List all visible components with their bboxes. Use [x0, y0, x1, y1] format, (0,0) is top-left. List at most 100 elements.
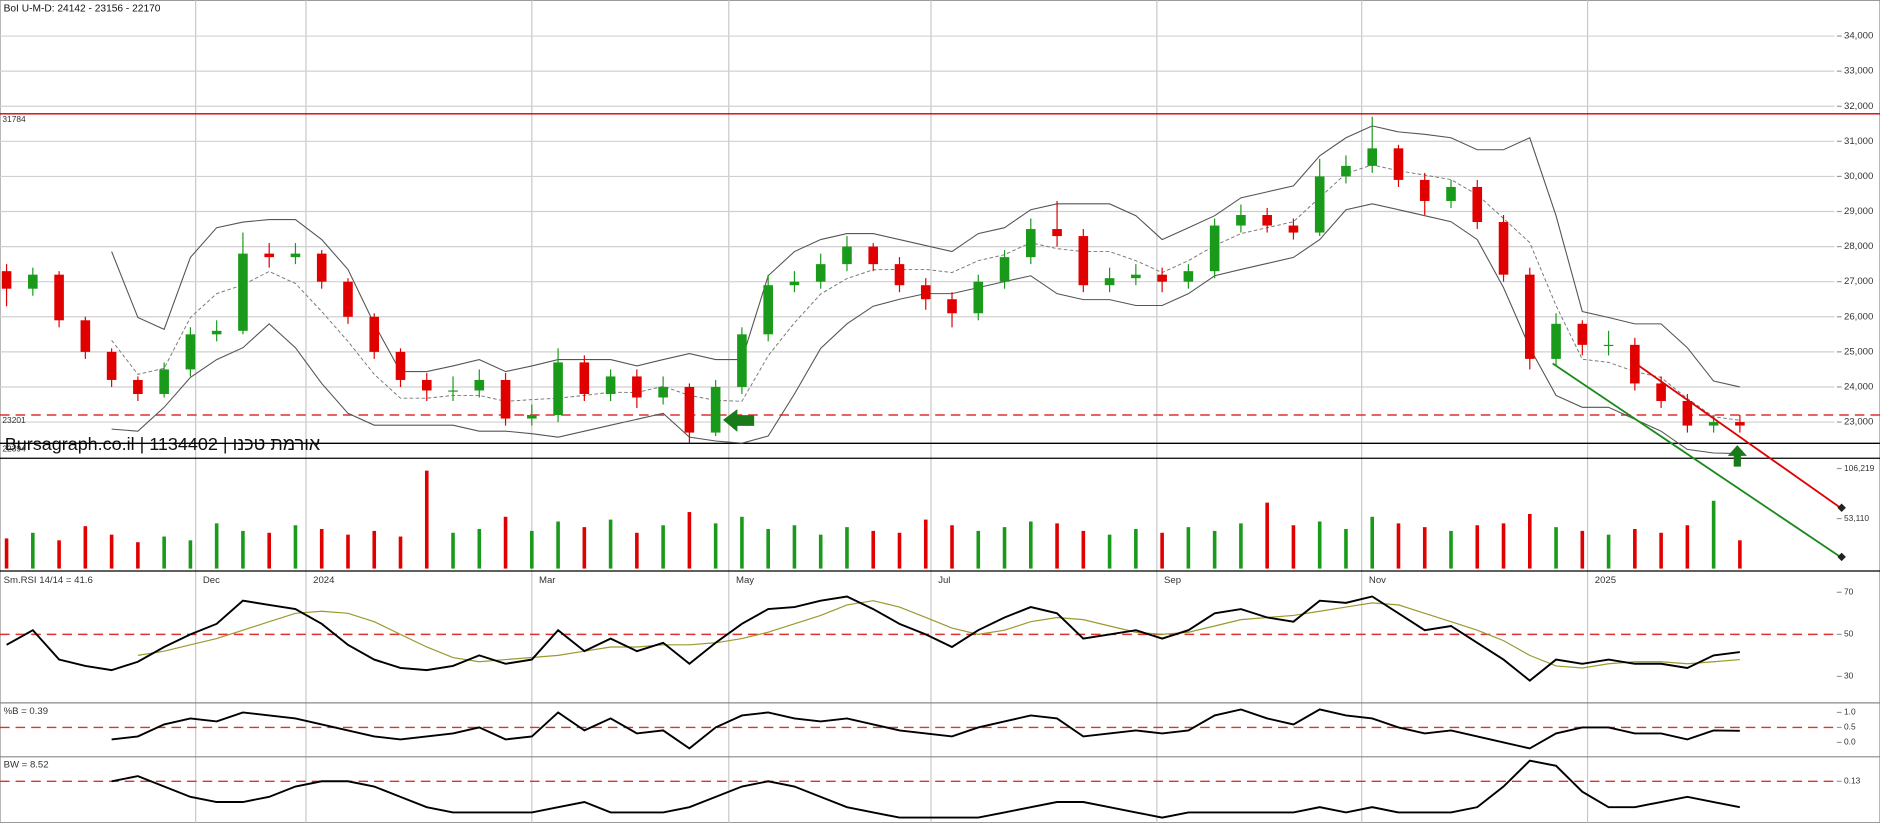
candle-body: [211, 330, 222, 335]
candle-body: [1288, 225, 1299, 233]
y-tick-label: 53,110: [1844, 513, 1869, 523]
candle-body: [658, 386, 668, 398]
trend-line: [1630, 359, 1843, 510]
marks-layer: 31784 23201 22394 Sm.RSI 14/14 = 41.6 %B = 0…: [0, 113, 1880, 819]
candle-body: [1, 271, 12, 289]
candle-body: [789, 281, 800, 286]
volume-bar: [661, 525, 665, 569]
volume-bar: [1186, 527, 1191, 569]
volume-bar: [1711, 500, 1716, 569]
candle-body: [710, 386, 721, 433]
volume-bar: [1107, 534, 1112, 569]
candle-body: [1682, 401, 1693, 426]
indicator-line: [6, 595, 1740, 682]
candle-body: [1708, 422, 1719, 426]
y-tick-label: 30: [1844, 671, 1854, 681]
candle-body: [973, 281, 984, 314]
candle-body: [1551, 323, 1561, 359]
volume-bar: [740, 516, 744, 569]
candle-body: [1735, 422, 1745, 426]
volume-bar: [1554, 527, 1558, 569]
candle-body: [605, 376, 616, 394]
candle-body: [815, 264, 826, 282]
volume-bar: [1449, 530, 1453, 569]
candle-body: [1209, 225, 1220, 272]
x-tick-label: May: [736, 575, 754, 586]
volume-bar: [1396, 523, 1401, 569]
candle-body: [1236, 215, 1246, 226]
volume-bar: [1002, 527, 1007, 569]
candle-body: [395, 351, 406, 380]
volume-bar: [713, 523, 718, 569]
candle-body: [1078, 236, 1089, 286]
indicator-line: [111, 759, 1741, 819]
candle-body: [1183, 271, 1194, 282]
volume-bar: [818, 534, 823, 569]
candle-body: [1393, 148, 1404, 180]
volume-bar: [530, 530, 534, 569]
x-tick-label: Nov: [1369, 575, 1386, 586]
y-tick-label: 25,000: [1844, 346, 1873, 357]
volume-bar: [319, 529, 324, 569]
candle-body: [1341, 165, 1351, 177]
volume-bar: [608, 519, 613, 569]
x-tick-label: Sep: [1164, 575, 1181, 586]
level-label: 22394: [2, 444, 26, 454]
volume-bar: [214, 523, 219, 569]
candle-body: [999, 257, 1010, 282]
y-tick-label: 1.0: [1844, 707, 1856, 717]
candle-body: [632, 376, 642, 398]
candle-body: [1314, 176, 1325, 233]
candle-body: [1656, 383, 1666, 402]
candle-body: [1498, 222, 1509, 275]
candle-body: [1131, 274, 1141, 279]
y-tick-label: 32,000: [1844, 101, 1873, 112]
volume-bar: [1291, 525, 1296, 569]
x-tick-label: Dec: [203, 575, 220, 586]
volume-bar: [897, 532, 902, 569]
candle-body: [159, 369, 169, 394]
candle-body: [894, 264, 905, 286]
candle-body: [1472, 186, 1483, 223]
candle-body: [1603, 344, 1614, 347]
candle-body: [54, 274, 64, 321]
y-tick-label: 28,000: [1844, 241, 1873, 252]
chart-title: BoI U-M-D: 24142 - 23156 - 22170: [4, 3, 161, 14]
candle-body: [1630, 344, 1640, 384]
y-tick-label: 0.5: [1844, 722, 1856, 732]
volume-bar: [241, 530, 245, 569]
y-tick-label: 24,000: [1844, 381, 1873, 392]
candle-body: [369, 316, 380, 352]
volume-bar: [346, 534, 350, 569]
candle-body: [133, 379, 143, 394]
volume-bar: [766, 529, 770, 569]
candle-body: [1026, 229, 1036, 258]
signal-line: [137, 600, 1740, 669]
candle-body: [1367, 148, 1378, 166]
candle-body: [1104, 278, 1115, 286]
volume-bar: [477, 529, 482, 569]
volume-bar: [950, 525, 954, 569]
volume-bar: [398, 536, 403, 569]
volume-bar: [635, 532, 639, 569]
volume-bar: [1081, 530, 1086, 569]
candle-body: [920, 285, 931, 300]
volume-bar: [1633, 529, 1637, 569]
volume-bar: [372, 530, 377, 569]
volume-bar: [1160, 532, 1164, 569]
candle-body: [421, 379, 432, 391]
y-tick-label: 50: [1844, 629, 1854, 639]
volume-bar: [1606, 534, 1611, 569]
x-tick-label: Mar: [539, 575, 556, 586]
x-tick-label: 2025: [1595, 575, 1616, 586]
volume-bar: [1239, 523, 1243, 569]
volume-bar: [1580, 530, 1585, 569]
y-tick-label: 0.0: [1844, 737, 1856, 747]
volume-bar: [792, 525, 797, 569]
volume-bar: [1501, 523, 1506, 569]
volume-bar: [976, 530, 981, 569]
y-tick-label: 31,000: [1844, 136, 1873, 147]
volume-bar: [4, 538, 9, 569]
